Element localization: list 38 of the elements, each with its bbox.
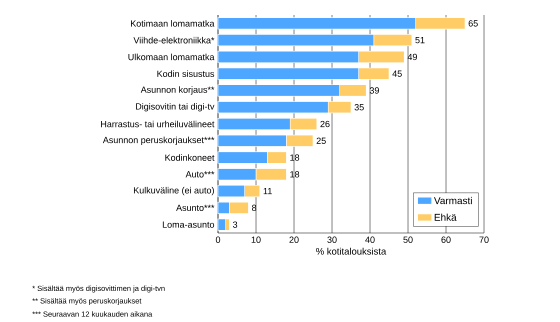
total-label: 49 <box>408 54 417 60</box>
total-label: 8 <box>252 204 256 212</box>
x-tick-label: 20 <box>289 236 299 243</box>
y-tick-label: Kotimaan lomamatka <box>131 20 214 27</box>
y-tick-label: Asunnon peruskorjaukset*** <box>102 136 214 145</box>
legend-label: Ehkä <box>434 214 457 221</box>
y-tick-label: Asunnon korjaus** <box>140 86 214 95</box>
total-label: 25 <box>316 138 326 144</box>
total-label: 11 <box>264 188 272 194</box>
total-label: 18 <box>290 154 300 161</box>
total-label: 18 <box>290 171 300 178</box>
total-label: 3 <box>232 221 238 228</box>
x-axis-title: % kotitalouksista <box>316 248 386 255</box>
y-tick-label: Digisovitin tai digi-tv <box>136 103 214 112</box>
x-tick-label: 50 <box>403 236 413 243</box>
y-tick-label: Kodinkoneet <box>165 154 214 161</box>
y-tick-label: Harrastus- tai urheiluvälineet <box>101 120 214 128</box>
y-tick-label: Loma-asunto <box>162 221 214 228</box>
total-label: 51 <box>415 37 425 44</box>
y-tick-label: Auto*** <box>186 171 214 178</box>
total-label: 26 <box>320 120 330 128</box>
total-label: 39 <box>370 87 379 94</box>
total-label: 35 <box>354 104 364 110</box>
legend-label: Varmasti <box>434 196 472 204</box>
y-tick-label: Viihde-elektroniikka* <box>133 36 214 44</box>
x-tick-label: 0 <box>216 236 220 243</box>
x-tick-label: 60 <box>441 236 451 243</box>
x-tick-label: 10 <box>252 236 261 243</box>
y-tick-label: Ulkomaan lomamatka <box>128 54 214 60</box>
x-tick-label: 40 <box>365 236 375 243</box>
x-tick-label: 30 <box>327 236 337 243</box>
y-tick-label: Kulkuväline (ei auto) <box>134 186 214 196</box>
y-tick-label: Asunto*** <box>176 204 214 211</box>
total-label: 65 <box>468 20 478 27</box>
x-tick-label: 70 <box>479 236 489 243</box>
y-tick-label: Kodin sisustus <box>157 70 214 77</box>
bar <box>218 218 226 231</box>
total-label: 45 <box>392 70 402 77</box>
